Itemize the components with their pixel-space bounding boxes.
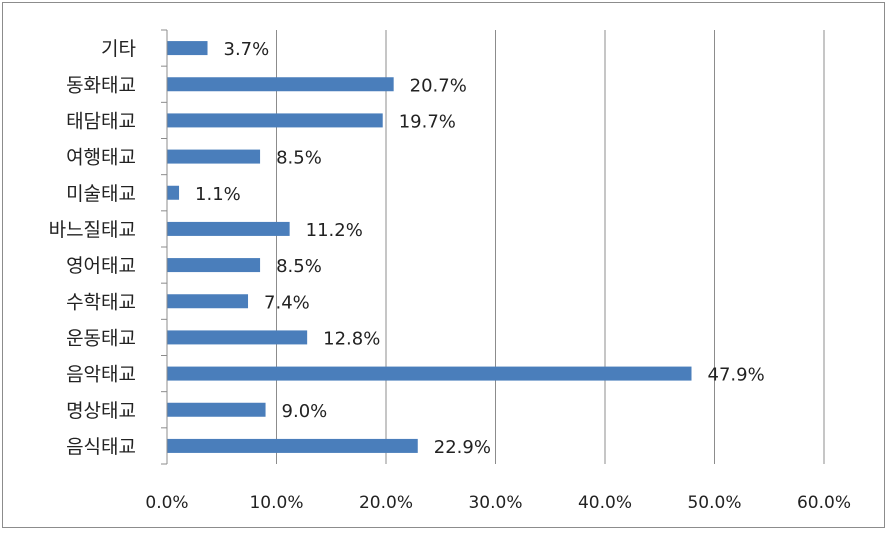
data-label: 1.1% bbox=[195, 184, 241, 205]
labels: 0.0% 10.0% 20.0% 30.0% 40.0% 50.0% 60.0% 음식태교 22… bbox=[49, 38, 851, 513]
bar bbox=[167, 77, 394, 92]
category-label: 여행태교 bbox=[66, 147, 136, 169]
data-label: 11.2% bbox=[306, 220, 363, 241]
bar bbox=[167, 294, 249, 309]
data-label: 19.7% bbox=[399, 111, 456, 132]
category-label: 명상태교 bbox=[66, 400, 136, 422]
bar bbox=[167, 258, 261, 273]
data-label: 47.9% bbox=[708, 365, 765, 386]
x-tick-label: 10.0% bbox=[249, 493, 303, 513]
bar bbox=[167, 113, 383, 128]
axes bbox=[161, 29, 168, 465]
bar bbox=[167, 185, 180, 200]
data-label: 20.7% bbox=[410, 75, 467, 96]
bar bbox=[167, 221, 290, 236]
category-label: 바느질태교 bbox=[49, 219, 136, 241]
data-label: 7.4% bbox=[264, 292, 310, 313]
category-label: 음악태교 bbox=[66, 364, 136, 386]
category-label: 동화태교 bbox=[66, 74, 136, 96]
category-label: 태담태교 bbox=[66, 110, 136, 132]
x-tick-label: 40.0% bbox=[578, 493, 632, 513]
x-tick-label: 60.0% bbox=[797, 493, 851, 513]
category-label: 미술태교 bbox=[66, 183, 136, 205]
bar bbox=[167, 366, 692, 381]
data-label: 12.8% bbox=[323, 328, 380, 349]
x-tick-label: 20.0% bbox=[359, 493, 413, 513]
x-tick-label: 30.0% bbox=[468, 493, 522, 513]
category-label: 영어태교 bbox=[66, 255, 136, 277]
data-label: 9.0% bbox=[282, 401, 328, 422]
data-label: 8.5% bbox=[276, 256, 322, 277]
bar bbox=[167, 402, 266, 417]
bars bbox=[167, 41, 692, 453]
category-label: 수학태교 bbox=[66, 291, 136, 313]
category-label: 운동태교 bbox=[66, 327, 136, 349]
gridlines bbox=[276, 30, 825, 464]
bar bbox=[167, 149, 261, 164]
x-tick-label: 50.0% bbox=[687, 493, 741, 513]
category-label: 기타 bbox=[101, 38, 136, 60]
bar-chart: 0.0% 10.0% 20.0% 30.0% 40.0% 50.0% 60.0% 음식태교 22… bbox=[49, 29, 851, 513]
data-label: 3.7% bbox=[224, 39, 270, 60]
data-label: 22.9% bbox=[434, 437, 491, 458]
bar bbox=[167, 41, 208, 56]
bar bbox=[167, 438, 418, 453]
data-label: 8.5% bbox=[276, 148, 322, 169]
x-tick-label: 0.0% bbox=[145, 493, 188, 513]
category-label: 음식태교 bbox=[66, 436, 136, 458]
bar bbox=[167, 330, 308, 345]
